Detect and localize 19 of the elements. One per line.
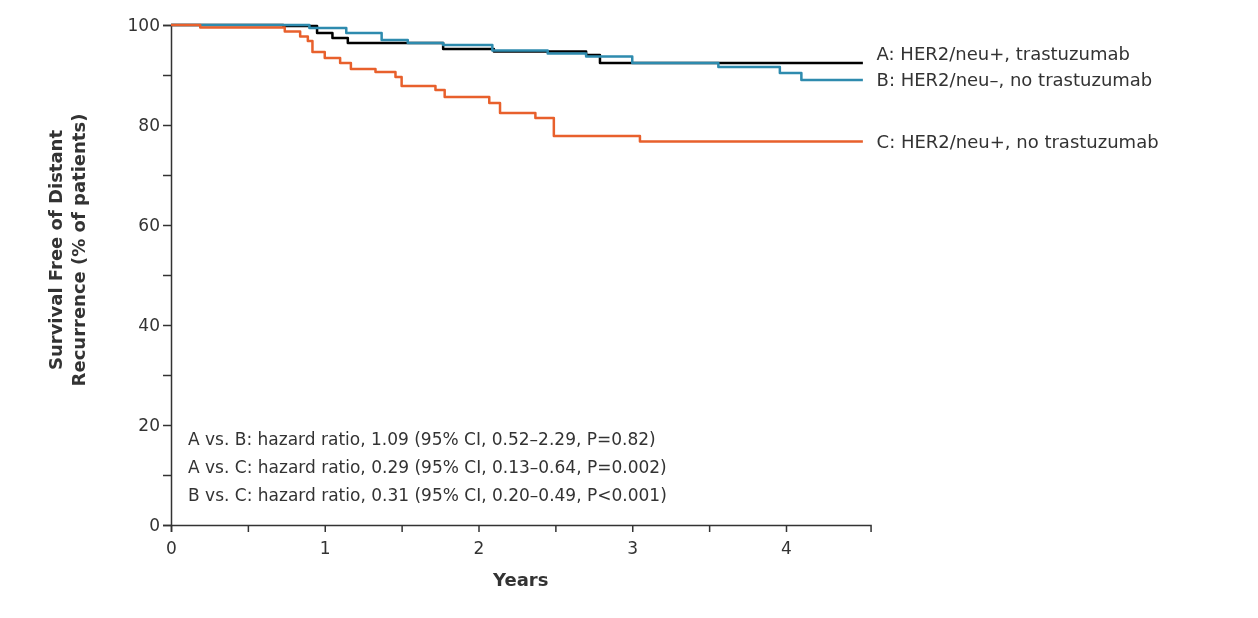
annotation: B vs. C: hazard ratio, 0.31 (95% CI, 0.20–0.49, P<0.001) <box>188 485 667 505</box>
series-label: A: HER2/neu+, trastuzumab <box>876 43 1130 65</box>
y-tick-label: 80 <box>138 114 160 135</box>
annotation: A vs. B: hazard ratio, 1.09 (95% CI, 0.52–2.29, P=0.82) <box>188 429 656 449</box>
x-tick-label: 1 <box>319 537 331 558</box>
x-tick-label: 2 <box>473 537 485 558</box>
x-tick-label: 0 <box>166 537 177 558</box>
x-tick-label: 3 <box>627 537 639 558</box>
y-tick-label: 20 <box>138 414 160 435</box>
y-tick-label: 0 <box>149 514 160 535</box>
series-label: B: HER2/neu–, no trastuzumab <box>876 69 1153 91</box>
y-tick-label: 60 <box>138 214 160 235</box>
annotation: A vs. C: hazard ratio, 0.29 (95% CI, 0.13–0.64, P=0.002) <box>188 457 667 477</box>
x-axis-title: Years <box>492 569 549 590</box>
y-tick-label: 100 <box>127 14 160 35</box>
series-label: C: HER2/neu+, no trastuzumab <box>876 130 1159 152</box>
y-tick-label: 40 <box>138 314 160 335</box>
y-axis-title: Survival Free of Distant Recurrence (% of patients) <box>45 113 89 387</box>
x-tick-label: 4 <box>781 537 792 558</box>
